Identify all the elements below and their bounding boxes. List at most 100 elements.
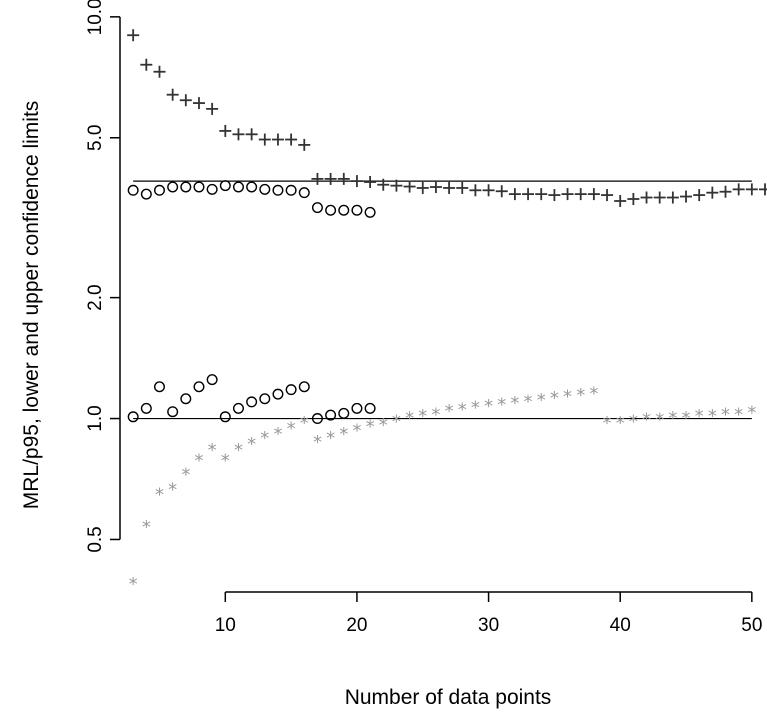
plus-point: [416, 181, 429, 194]
star-point: *: [194, 451, 203, 472]
star-point: *: [300, 413, 309, 434]
x-tick-label: 50: [741, 615, 762, 636]
y-axis-ticks: 0.5 1.0 2.0 5.0 10.0: [85, 0, 120, 553]
star-point: *: [458, 399, 467, 420]
circle-point: [364, 206, 376, 218]
circle-point: [232, 181, 244, 193]
circle-point: [272, 388, 284, 400]
star-point: *: [655, 410, 664, 431]
star-point: *: [616, 413, 625, 434]
plus-point: [298, 138, 311, 151]
star-point: *: [181, 464, 190, 485]
circle-point: [298, 187, 310, 199]
circle-point: [259, 393, 271, 405]
star-point: *: [484, 396, 493, 417]
star-point: *: [129, 574, 138, 595]
plus-point: [693, 189, 706, 202]
circle-point: [206, 374, 218, 386]
plus-point: [377, 178, 390, 191]
circle-point: [246, 181, 258, 193]
plus-point: [456, 181, 469, 194]
plus-point: [153, 65, 166, 78]
star-point: *: [326, 428, 335, 449]
star-point: *: [247, 434, 256, 455]
x-tick-label: 40: [610, 615, 631, 636]
circle-point: [140, 402, 152, 414]
circle-point: [298, 381, 310, 393]
circle-point: [153, 381, 165, 393]
plus-point: [614, 194, 627, 207]
star-point: *: [589, 384, 598, 405]
plus-point: [548, 189, 561, 202]
plus-point: [745, 183, 758, 196]
circle-point: [272, 184, 284, 196]
star-point: *: [734, 404, 743, 425]
axes: [119, 16, 752, 593]
star-point: *: [497, 395, 506, 416]
plus-point: [390, 179, 403, 192]
circle-point: [167, 181, 179, 193]
circle-point: [206, 183, 218, 195]
plus-point: [561, 188, 574, 201]
circle-point: [338, 204, 350, 216]
star-point: *: [287, 418, 296, 439]
plus-point: [232, 128, 245, 141]
circle-point: [325, 409, 337, 421]
x-axis-label: Number of data points: [345, 686, 552, 709]
x-axis-ticks: 10 20 30 40 50: [215, 592, 762, 636]
plus-point: [271, 133, 284, 146]
star-point: *: [708, 406, 717, 427]
star-point: *: [234, 440, 243, 461]
plus-point: [522, 188, 535, 201]
plus-point: [219, 124, 232, 137]
circle-point: [311, 202, 323, 214]
circle-point: [167, 406, 179, 418]
data-points: *** ****** * * * * ** * * * * * * * * * * * * * * * * * * * * ** * * *…: [127, 29, 767, 595]
star-point: *: [682, 408, 691, 429]
plus-point: [324, 172, 337, 185]
plus-point: [495, 185, 508, 198]
star-point: *: [168, 479, 177, 500]
plus-point: [258, 133, 271, 146]
star-point: *: [445, 401, 454, 422]
plus-point: [206, 102, 219, 115]
circle-point: [140, 188, 152, 200]
star-point: *: [339, 424, 348, 445]
plus-point: [192, 97, 205, 110]
circle-point: [127, 411, 139, 423]
plus-point: [653, 191, 666, 204]
star-point: *: [510, 393, 519, 414]
star-point: *: [366, 417, 375, 438]
star-point: *: [603, 413, 612, 434]
plus-point: [403, 180, 416, 193]
reference-lines: [133, 180, 752, 420]
star-point: *: [537, 390, 546, 411]
circle-point: [232, 402, 244, 414]
star-point: *: [208, 440, 217, 461]
plus-point: [469, 184, 482, 197]
star-point: *: [576, 385, 585, 406]
plus-point: [574, 188, 587, 201]
plus-point: [601, 189, 614, 202]
star-point: *: [155, 485, 164, 506]
star-point: *: [550, 388, 559, 409]
plus-point: [535, 188, 548, 201]
star-point: *: [695, 406, 704, 427]
plus-point: [311, 172, 324, 185]
circle-point: [153, 184, 165, 196]
plus-point: [127, 29, 140, 42]
circle-point: [325, 204, 337, 216]
star-point: *: [352, 420, 361, 441]
star-point: *: [260, 428, 269, 449]
circle-point: [180, 393, 192, 405]
star-point: *: [563, 387, 572, 408]
plus-point: [587, 188, 600, 201]
star-point: *: [313, 432, 322, 453]
plus-point: [640, 191, 653, 204]
plus-point: [706, 186, 719, 199]
star-point: *: [221, 451, 230, 472]
circle-point: [338, 407, 350, 419]
circle-point: [351, 402, 363, 414]
plus-point: [719, 185, 732, 198]
